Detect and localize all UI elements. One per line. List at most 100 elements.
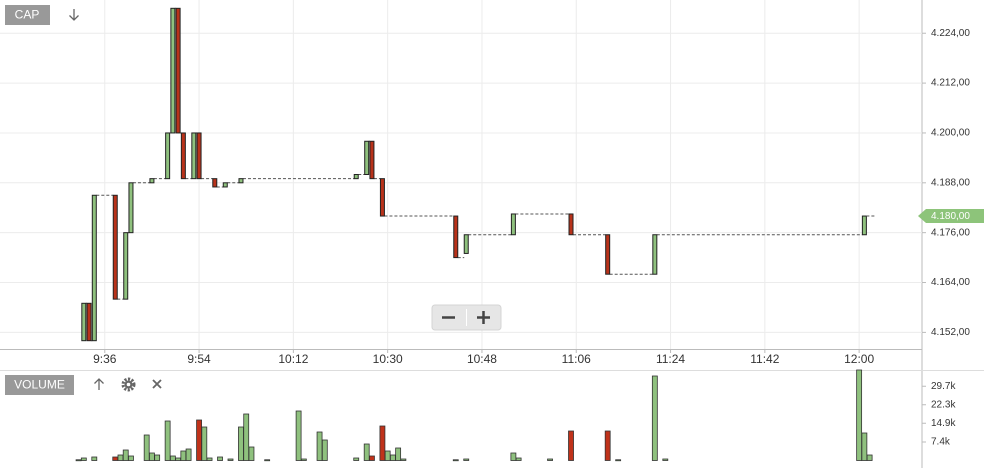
x-tick-label: 9:54	[187, 352, 211, 366]
volume-bar	[400, 458, 407, 461]
volume-label: VOLUME	[14, 378, 65, 392]
candle	[196, 132, 202, 180]
volume-bar	[243, 413, 250, 461]
volume-bar	[568, 430, 574, 461]
candle	[81, 302, 87, 342]
volume-bar	[615, 459, 622, 462]
volume-bar	[149, 452, 155, 461]
x-tick-label: 10:12	[278, 352, 308, 366]
candle	[191, 132, 197, 180]
candle	[212, 178, 218, 188]
y-tick-label: 4.224,00	[931, 28, 970, 39]
x-tick-label: 10:48	[467, 352, 497, 366]
candle	[175, 7, 181, 134]
collapse-icon[interactable]	[69, 9, 79, 21]
volume-bar	[547, 458, 553, 461]
candle	[364, 140, 370, 175]
volume-bar	[201, 426, 208, 461]
x-tick-label: 9:36	[93, 352, 117, 366]
volume-bar	[856, 369, 863, 461]
volume-bar	[117, 454, 124, 461]
volume-bar	[169, 455, 176, 461]
y-tick-label: 4.212,00	[931, 78, 970, 89]
volume-bar	[662, 458, 669, 461]
volume-bar	[866, 454, 873, 461]
settings-icon[interactable]	[121, 377, 136, 392]
candle	[369, 140, 375, 180]
zoom-controls	[431, 304, 502, 331]
volume-bar	[122, 449, 129, 461]
volume-bar	[185, 448, 192, 461]
candle	[91, 194, 97, 342]
candle	[568, 213, 574, 236]
volume-bar	[510, 452, 517, 461]
y-tick-label: 4.188,00	[931, 177, 970, 188]
candle	[453, 215, 459, 259]
volume-bar	[463, 458, 470, 461]
candle	[605, 234, 611, 275]
volume-bar	[353, 457, 360, 461]
last-price-tag	[918, 209, 984, 224]
volume-bar	[389, 454, 396, 461]
move-up-icon[interactable]	[94, 378, 104, 390]
volume-bar	[154, 454, 161, 461]
volume-bar	[128, 455, 134, 461]
volume-bar	[300, 458, 307, 461]
x-tick-label: 11:42	[750, 352, 779, 366]
cap-label: CAP	[15, 8, 40, 22]
volume-bar	[164, 420, 171, 461]
x-tick-label: 10:30	[373, 352, 403, 366]
close-icon[interactable]	[152, 379, 162, 389]
y-tick-label: 22.3k	[931, 399, 956, 410]
volume-bar	[175, 457, 182, 461]
volume-bar	[91, 456, 98, 461]
volume-bar	[384, 450, 391, 461]
candle	[86, 302, 92, 342]
volume-bar	[316, 431, 323, 461]
volume-bar	[379, 425, 386, 461]
volume-bar	[75, 459, 82, 462]
volume-bar	[321, 439, 328, 461]
volume-bar	[369, 455, 375, 461]
y-tick-label: 4.176,00	[931, 227, 970, 238]
volume-bar	[206, 457, 213, 461]
candle	[238, 178, 244, 184]
volume-bar	[515, 457, 522, 461]
candle	[123, 232, 129, 300]
volume-bar	[180, 450, 187, 461]
volume-bar	[143, 434, 150, 461]
candle	[112, 194, 118, 300]
y-tick-label: 7.4k	[931, 437, 951, 448]
volume-bar	[604, 430, 611, 461]
volume-bar	[395, 447, 402, 461]
volume-bar	[295, 410, 302, 461]
zoom-in-button[interactable]	[477, 311, 490, 324]
volume-bar	[196, 419, 202, 461]
y-tick-label: 29.7k	[931, 381, 956, 392]
volume-bar	[238, 426, 244, 461]
volume-bar	[112, 456, 119, 461]
candle	[165, 132, 171, 180]
candle	[149, 178, 155, 184]
y-tick-label: 4.200,00	[931, 128, 970, 139]
volume-bar	[452, 459, 459, 462]
x-tick-label: 11:24	[656, 352, 685, 366]
volume-bar	[227, 458, 234, 461]
last-price-label: 4.180,00	[931, 211, 970, 222]
y-tick-label: 14.9k	[931, 418, 956, 429]
volume-bar	[651, 375, 658, 461]
x-tick-label: 12:00	[844, 352, 874, 366]
volume-bar	[80, 457, 87, 461]
candle	[128, 182, 134, 234]
cap-badge[interactable]	[5, 5, 50, 25]
y-tick-label: 4.152,00	[931, 327, 970, 338]
volume-badge[interactable]	[5, 375, 74, 395]
candle	[170, 7, 176, 134]
x-tick-label: 11:06	[562, 352, 591, 366]
candle	[180, 132, 186, 180]
volume-bar	[363, 443, 370, 461]
volume-bar	[248, 446, 255, 461]
candle	[379, 178, 385, 217]
